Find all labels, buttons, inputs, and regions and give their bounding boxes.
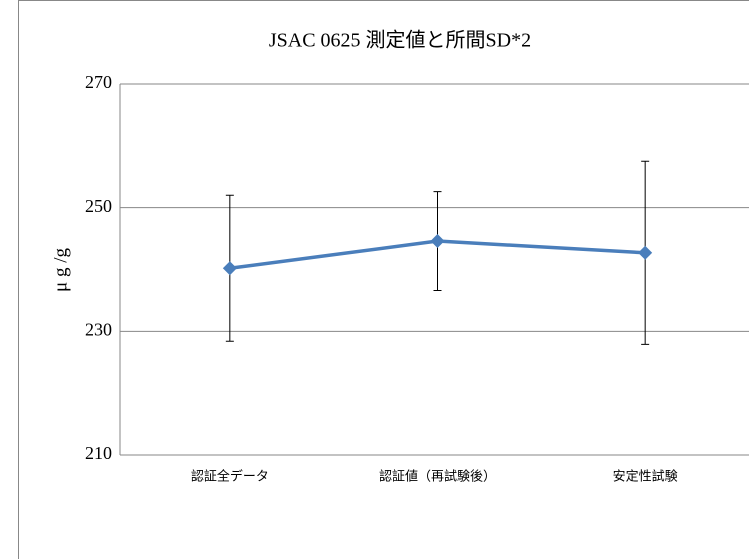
marker (222, 261, 237, 276)
chart-title: JSAC 0625 測定値と所間SD*2 (269, 29, 531, 52)
y-tick-label: 230 (85, 319, 112, 339)
marker (430, 234, 445, 249)
y-tick-label: 250 (85, 196, 112, 216)
marker (638, 245, 653, 260)
y-axis-label: μ g /g (50, 248, 71, 292)
y-tick-label: 270 (85, 72, 112, 92)
x-tick-label: 認証値（再試験後） (379, 469, 496, 485)
y-tick-label: 210 (85, 443, 112, 463)
x-tick-label: 安定性試験 (613, 469, 678, 485)
x-tick-label: 認証全データ (191, 469, 269, 485)
chart-frame (18, 0, 749, 559)
